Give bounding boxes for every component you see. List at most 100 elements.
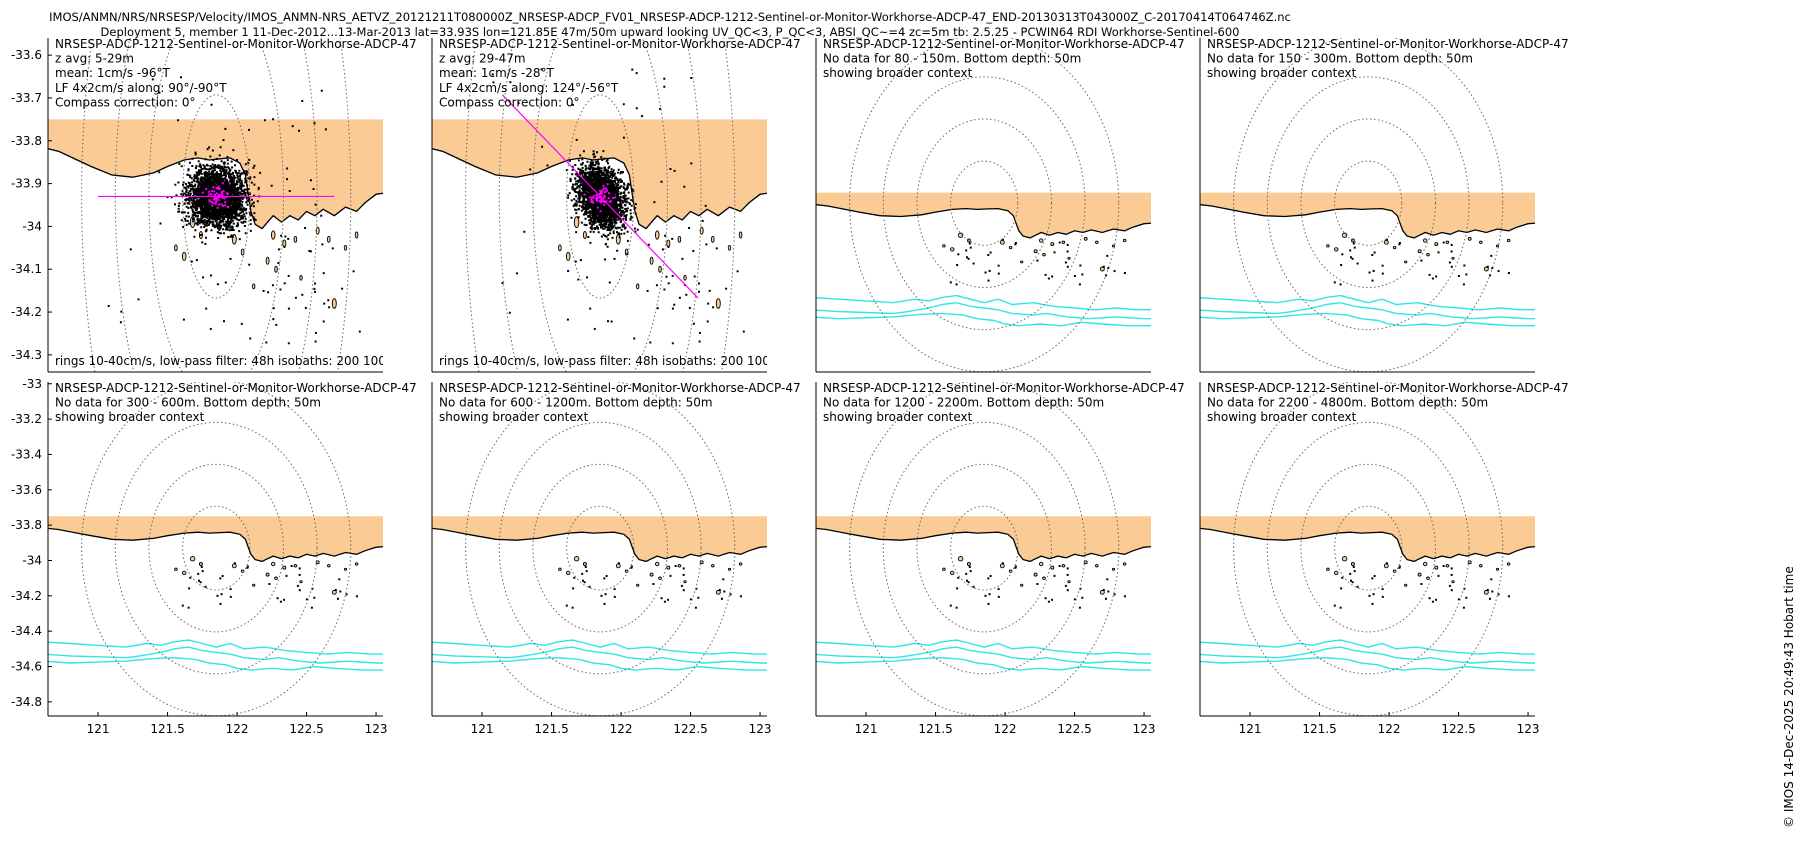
- reef-dot: [233, 562, 236, 565]
- reef-dot: [265, 341, 268, 344]
- island: [299, 274, 303, 281]
- reef-dot: [997, 272, 1000, 275]
- reef-dot: [972, 585, 975, 588]
- island: [658, 265, 662, 273]
- reef-dot: [680, 584, 683, 587]
- island: [1417, 572, 1422, 577]
- y-tick-label: -34: [22, 219, 42, 233]
- speed-ring: [148, 463, 284, 633]
- reef-dot: [1036, 583, 1039, 585]
- y-tick-label: -34.4: [11, 624, 42, 638]
- reef-dot: [1398, 566, 1401, 569]
- isobath-line: [816, 294, 1151, 311]
- island: [293, 564, 298, 568]
- reef-dot: [1044, 597, 1047, 600]
- reef-dot: [358, 330, 361, 333]
- reef-dot: [1064, 584, 1067, 587]
- panel-title-line: NRSESP-ADCP-1212-Sentinel-or-Monitor-Wor…: [823, 381, 1185, 395]
- reef-dot: [1490, 254, 1493, 257]
- panel-title-line: showing broader context: [823, 410, 973, 424]
- reef-dot: [1372, 269, 1375, 272]
- y-tick-label: -33.4: [11, 447, 42, 461]
- reef-dot: [652, 583, 655, 585]
- reef-dot: [583, 581, 586, 584]
- island: [265, 256, 270, 265]
- reef-dot: [1431, 277, 1434, 280]
- reef-dot: [630, 565, 633, 568]
- reef-dot: [298, 573, 301, 576]
- panel-top-2: NRSESP-ADCP-1212-Sentinel-or-Monitor-Wor…: [431, 37, 801, 373]
- reef-dot: [1053, 251, 1056, 254]
- panel-title-line: No data for 2200 - 4800m. Bottom depth: …: [1207, 396, 1488, 410]
- island: [1122, 238, 1127, 243]
- island: [658, 576, 662, 580]
- speed-ring: [148, 38, 284, 372]
- reef-dot: [1106, 578, 1109, 581]
- x-tick-label: 121: [855, 722, 878, 736]
- reef-dot: [949, 604, 952, 607]
- island: [966, 562, 971, 566]
- reef-dot: [1465, 273, 1468, 276]
- island: [1434, 242, 1439, 247]
- reef-dot: [1442, 565, 1445, 567]
- island: [240, 248, 245, 256]
- reef-dot: [957, 576, 960, 579]
- panel-footer: rings 10-40cm/s, low-pass filter: 48h is…: [55, 354, 462, 368]
- isobath-line: [816, 639, 1151, 655]
- island: [327, 235, 331, 243]
- panel-top-1: -33.6 -33.7 -33.8 -33.9 -34 -34.1 -34.2 -34.3 NR…: [11, 37, 462, 373]
- reef-dot: [987, 602, 990, 605]
- reef-dot: [1507, 272, 1510, 274]
- reef-dot: [205, 307, 208, 310]
- reef-dot: [1373, 575, 1376, 577]
- reef-dot: [1350, 579, 1352, 582]
- coastline: [48, 527, 383, 563]
- reef-dot: [1385, 238, 1388, 241]
- island: [1067, 580, 1071, 584]
- reef-dot: [219, 602, 222, 605]
- reef-dot: [581, 572, 584, 575]
- reef-dot: [323, 302, 326, 305]
- island: [1341, 232, 1348, 238]
- panel-title-line: No data for 300 - 600m. Bottom depth: 50…: [55, 396, 321, 410]
- reef-dot: [1079, 264, 1082, 267]
- island: [181, 251, 187, 262]
- island: [331, 589, 337, 595]
- reef-dot: [949, 281, 952, 284]
- reef-dot: [997, 588, 1000, 591]
- reef-dot: [201, 570, 204, 573]
- island: [654, 230, 660, 240]
- isobath-line: [1200, 294, 1535, 311]
- panel-title-line: NRSESP-ADCP-1212-Sentinel-or-Monitor-Wor…: [1207, 37, 1569, 51]
- reef-dot: [198, 579, 200, 582]
- y-tick-label: -33.2: [11, 412, 42, 426]
- panel-title-line: NRSESP-ADCP-1212-Sentinel-or-Monitor-Wor…: [439, 381, 801, 395]
- island: [1083, 560, 1088, 565]
- speed-ring: [1300, 463, 1436, 633]
- reef-dot: [613, 588, 616, 591]
- panel-title-line: showing broader context: [1207, 66, 1357, 80]
- reef-dot: [630, 566, 633, 569]
- island: [1451, 256, 1455, 260]
- reef-dot: [705, 243, 708, 246]
- reef-dot: [695, 587, 698, 590]
- reef-dot: [1398, 565, 1401, 568]
- reef-dot: [187, 606, 190, 609]
- speed-ring: [114, 421, 318, 675]
- reef-dot: [224, 281, 227, 284]
- isobath-line: [48, 656, 383, 671]
- reef-dot: [689, 598, 692, 601]
- x-tick-label: 123: [749, 722, 772, 736]
- speed-ring: [882, 76, 1086, 331]
- island: [1038, 561, 1044, 567]
- reef-dot: [1113, 593, 1116, 596]
- x-tick-label: 122.5: [1057, 722, 1091, 736]
- reef-dot: [355, 595, 358, 598]
- reef-dot: [1351, 581, 1354, 584]
- x-tick-label: 122.5: [289, 722, 323, 736]
- island: [649, 256, 654, 265]
- island: [1020, 583, 1024, 587]
- reef-dot: [685, 293, 688, 296]
- isobath-line: [816, 301, 1151, 320]
- reef-dot: [314, 340, 317, 343]
